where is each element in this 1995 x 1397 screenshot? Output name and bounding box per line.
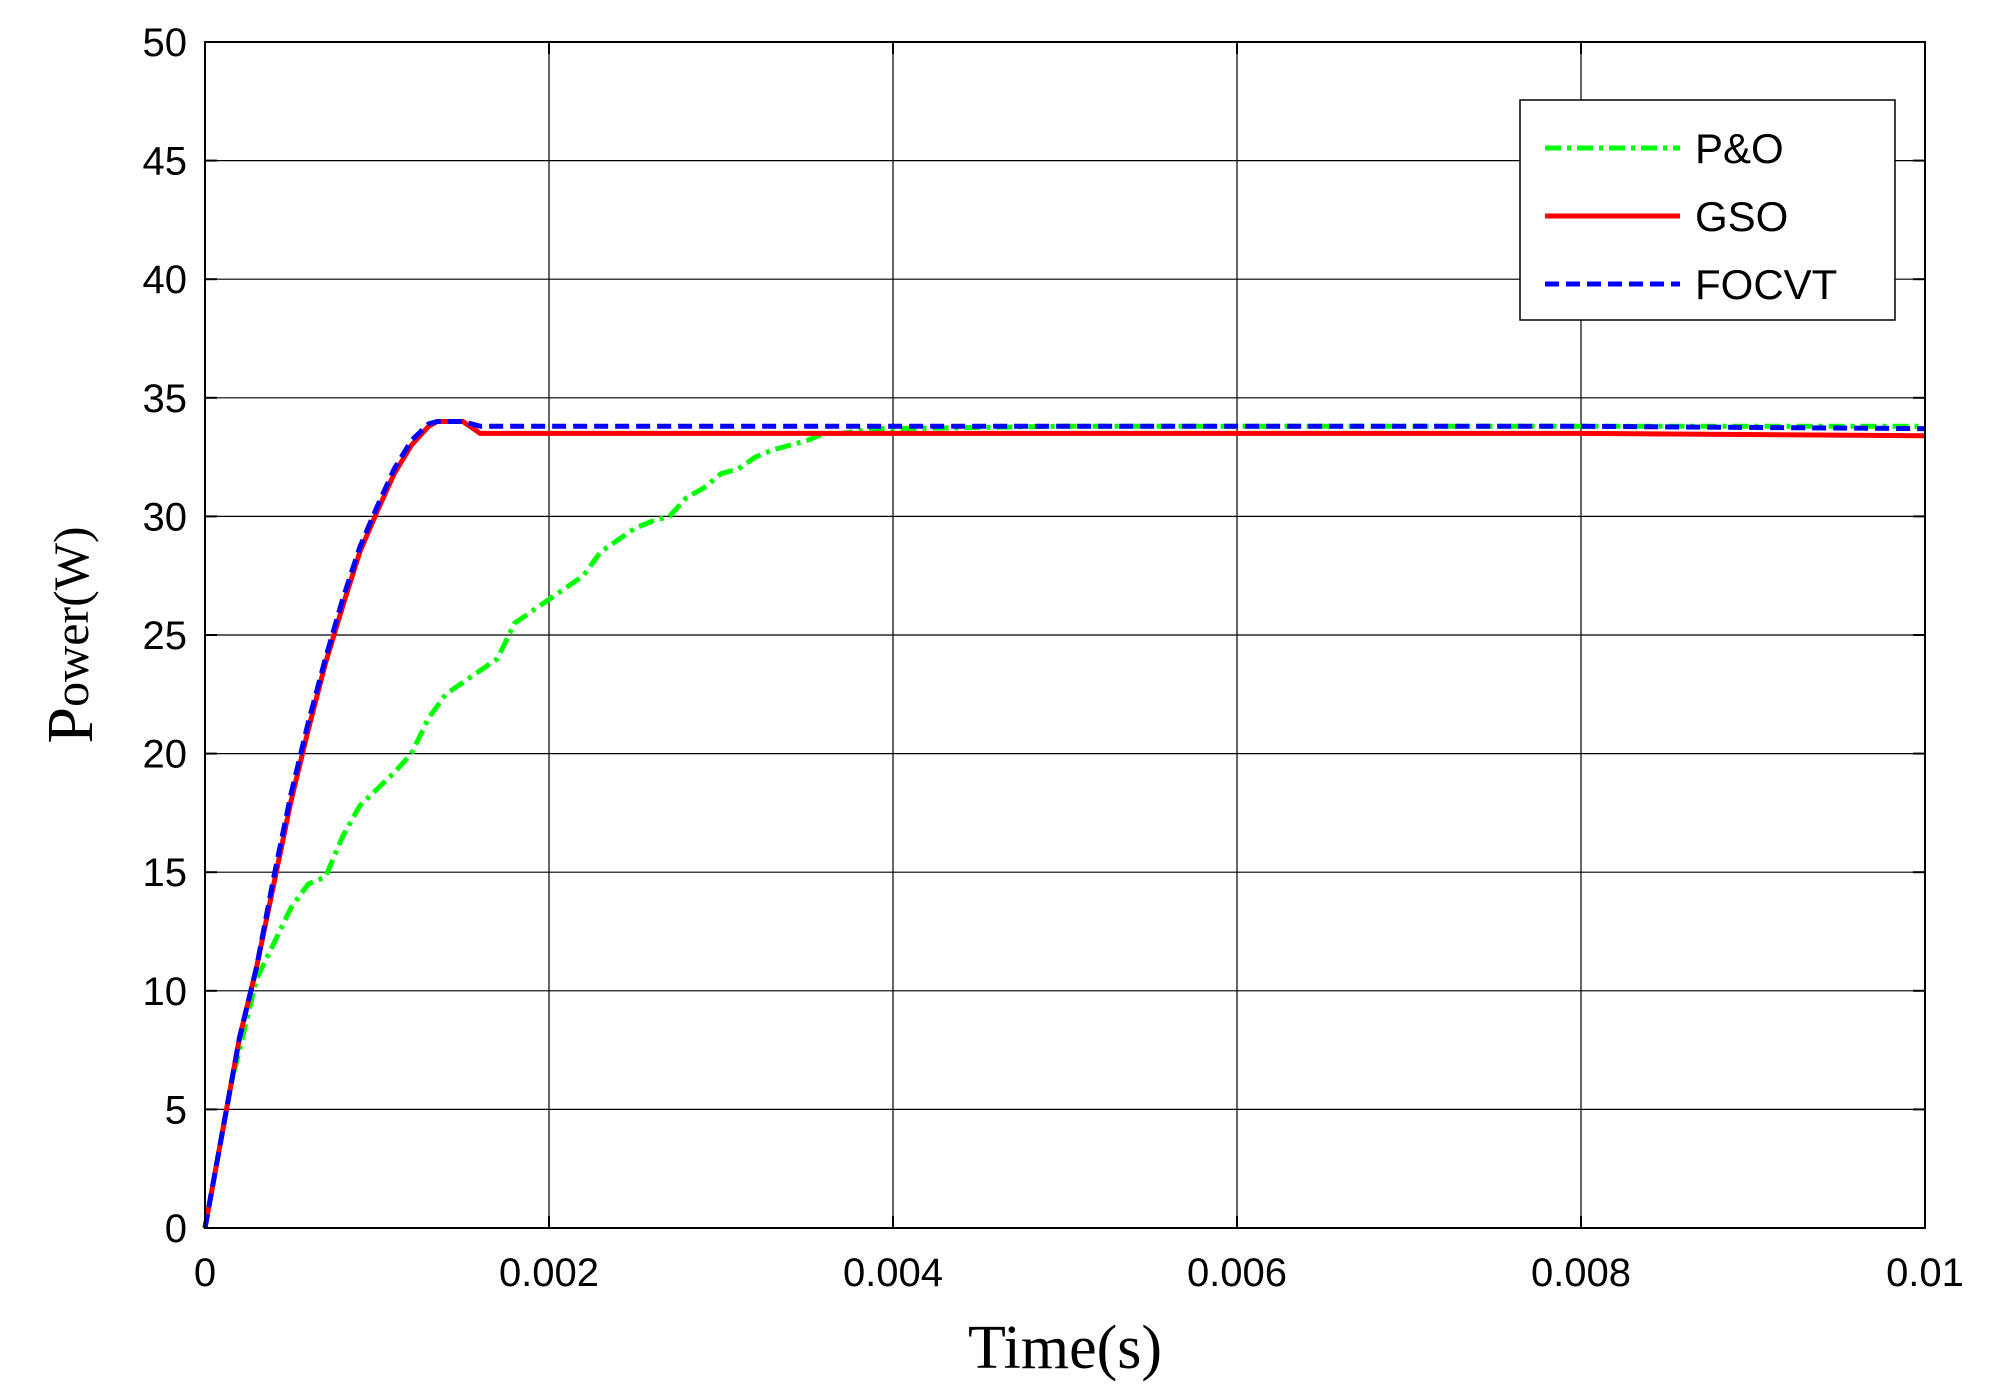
y-tick-label: 5 (165, 1088, 187, 1132)
x-tick-label: 0.004 (843, 1251, 943, 1295)
y-tick-label: 30 (143, 495, 188, 539)
y-tick-label: 35 (143, 377, 188, 421)
y-tick-label: 40 (143, 258, 188, 302)
y-tick-label: 0 (165, 1207, 187, 1251)
y-tick-label: 10 (143, 970, 188, 1014)
x-tick-label: 0.006 (1187, 1251, 1287, 1295)
legend-label-p-o: P&O (1695, 125, 1784, 172)
y-axis-label: Power(W) (34, 526, 107, 743)
x-tick-label: 0.002 (499, 1251, 599, 1295)
y-axis-label-rest: ower(W) (43, 526, 99, 706)
ticks: 0 0.002 0.004 0.006 0.008 0.01 0 5 10 15 20 25 30 35 4… (143, 21, 1964, 1295)
x-axis-label: Time(s) (968, 1314, 1162, 1382)
y-tick-label: 45 (143, 140, 188, 184)
y-tick-label: 50 (143, 21, 188, 65)
series-line-focvt (202, 419, 1926, 1229)
x-tick-label: 0 (194, 1251, 216, 1295)
grid (205, 42, 1925, 1228)
x-tick-label: 0.01 (1886, 1251, 1964, 1295)
y-tick-label: 20 (143, 733, 188, 777)
y-tick-label: 25 (143, 614, 188, 658)
legend-label-focvt: FOCVT (1695, 261, 1837, 308)
y-tick-label: 15 (143, 851, 188, 895)
series-group (202, 419, 1926, 1229)
y-axis-label-main: P (34, 707, 107, 744)
legend-box (1519, 99, 1896, 321)
x-tick-label: 0.008 (1531, 1251, 1631, 1295)
series-line-p-o (202, 423, 1925, 1229)
legend: P&O GSO FOCVT (1519, 99, 1896, 321)
legend-label-gso: GSO (1695, 193, 1788, 240)
